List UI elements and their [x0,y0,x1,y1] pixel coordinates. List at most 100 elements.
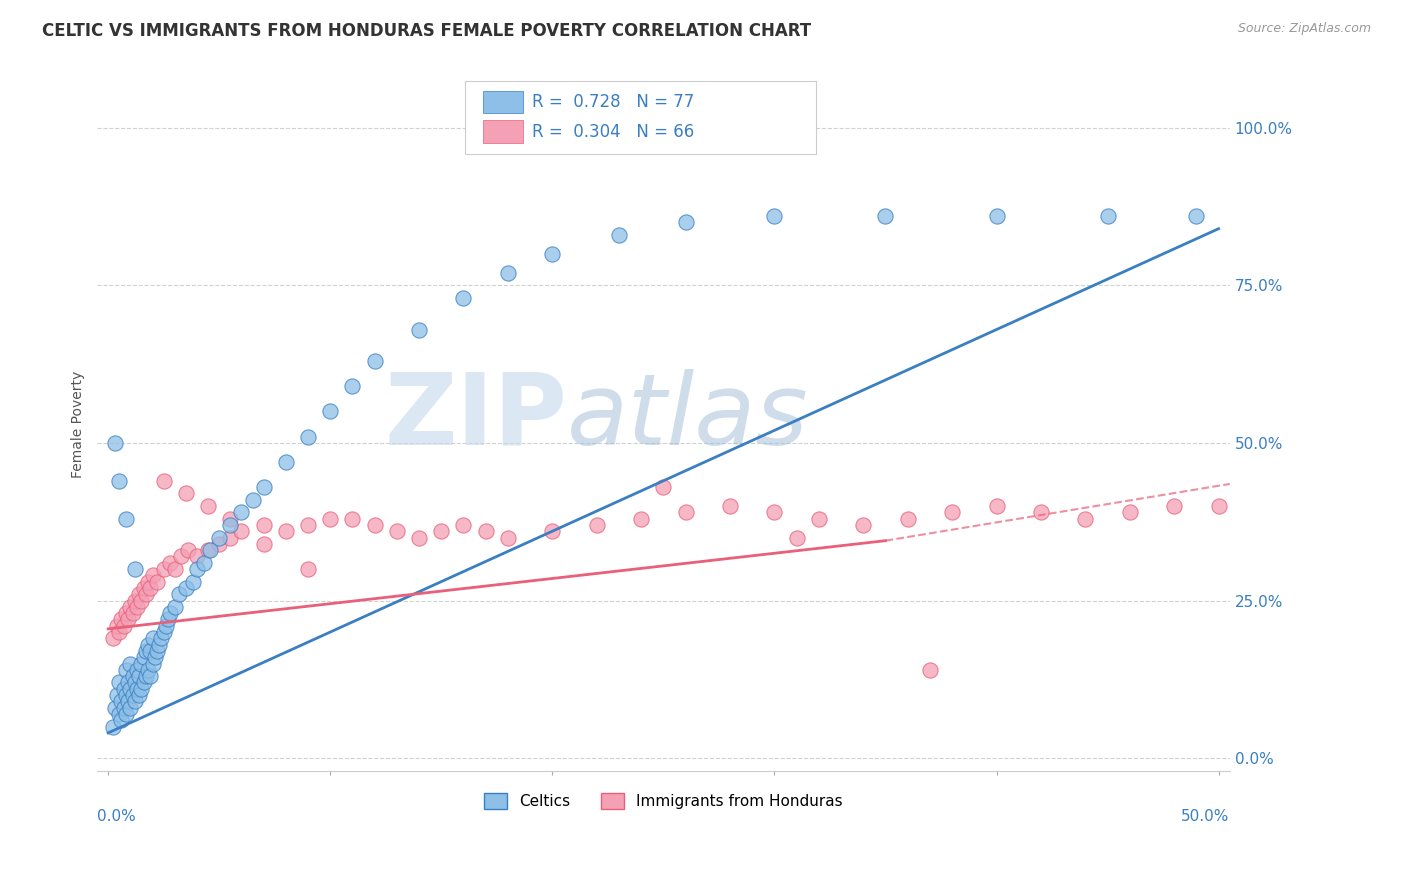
Point [120,599,142,614]
Point [385,524,408,539]
Point [124,562,146,576]
Point [142,568,165,582]
Text: Source: ZipAtlas.com: Source: ZipAtlas.com [1237,22,1371,36]
Point [152,625,174,640]
Legend: Celtics, Immigrants from Honduras: Celtics, Immigrants from Honduras [478,787,849,815]
Point [104,700,127,714]
Point [155,619,177,633]
FancyBboxPatch shape [465,81,817,153]
Point [150,632,173,646]
Point [139,669,162,683]
Point [181,574,204,589]
Point [104,436,127,450]
Point [786,531,808,545]
Point [453,517,475,532]
Point [124,675,146,690]
Text: ZIP: ZIP [384,368,567,466]
Text: R =  0.728   N = 77: R = 0.728 N = 77 [531,93,695,111]
Point [430,524,453,539]
Point [108,706,131,721]
Point [105,688,128,702]
Point [128,587,150,601]
Point [875,209,897,223]
Point [1163,499,1185,513]
Point [363,354,385,368]
Point [125,681,148,696]
Point [363,517,385,532]
Point [496,531,519,545]
Point [1208,499,1230,513]
Point [115,511,138,525]
Point [108,675,131,690]
Point [763,209,786,223]
Point [167,587,190,601]
Point [197,499,219,513]
Point [453,291,475,305]
Point [718,499,741,513]
Point [110,612,132,626]
Y-axis label: Female Poverty: Female Poverty [72,370,86,478]
Text: 50.0%: 50.0% [1181,809,1230,824]
Point [342,511,364,525]
FancyBboxPatch shape [484,120,523,143]
Point [121,606,143,620]
Point [274,524,297,539]
Point [231,505,253,519]
Point [193,556,215,570]
Point [112,619,135,633]
Point [297,430,319,444]
Point [135,644,157,658]
Point [170,549,193,564]
Point [101,632,124,646]
Point [139,644,162,658]
Point [125,663,148,677]
Point [252,537,274,551]
Point [652,480,675,494]
Point [675,215,697,229]
Point [135,669,157,683]
Point [108,474,131,488]
Point [132,650,155,665]
Point [136,574,159,589]
Point [124,593,146,607]
Point [110,713,132,727]
Point [675,505,697,519]
Point [852,517,875,532]
FancyBboxPatch shape [484,91,523,112]
Point [135,587,157,601]
Point [120,657,142,671]
Point [125,599,148,614]
Point [163,562,186,576]
Point [408,531,430,545]
Point [252,480,274,494]
Text: 0.0%: 0.0% [97,809,136,824]
Point [108,625,131,640]
Point [297,517,319,532]
Text: CELTIC VS IMMIGRANTS FROM HONDURAS FEMALE POVERTY CORRELATION CHART: CELTIC VS IMMIGRANTS FROM HONDURAS FEMAL… [42,22,811,40]
Point [219,511,242,525]
Point [159,556,181,570]
Point [115,688,138,702]
Point [131,681,153,696]
Point [159,606,181,620]
Point [319,404,342,418]
Point [186,549,208,564]
Point [1185,209,1208,223]
Point [142,657,165,671]
Point [143,650,166,665]
Point [120,700,142,714]
Point [208,531,231,545]
Point [763,505,786,519]
Point [128,688,150,702]
Point [1097,209,1119,223]
Point [157,612,180,626]
Point [630,511,652,525]
Point [607,227,630,242]
Point [897,511,920,525]
Point [242,492,264,507]
Point [986,499,1008,513]
Point [117,675,139,690]
Point [115,663,138,677]
Point [541,247,564,261]
Point [128,669,150,683]
